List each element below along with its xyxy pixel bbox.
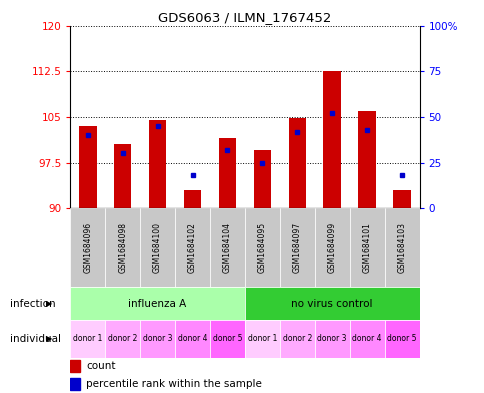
Bar — [70, 378, 80, 390]
Bar — [358, 111, 375, 208]
Bar — [70, 208, 105, 287]
Text: donor 4: donor 4 — [178, 334, 207, 343]
Text: donor 5: donor 5 — [212, 334, 242, 343]
Bar — [149, 120, 166, 208]
Text: ▶: ▶ — [46, 299, 52, 308]
Text: GSM1684098: GSM1684098 — [118, 222, 127, 273]
Text: GSM1684104: GSM1684104 — [223, 222, 231, 273]
Text: donor 1: donor 1 — [73, 334, 102, 343]
Text: GSM1684100: GSM1684100 — [153, 222, 162, 273]
Bar — [384, 320, 419, 358]
Text: donor 2: donor 2 — [108, 334, 137, 343]
Text: GSM1684097: GSM1684097 — [292, 222, 301, 273]
Bar — [279, 208, 314, 287]
Bar — [210, 208, 244, 287]
Bar — [105, 208, 140, 287]
Bar — [70, 360, 80, 373]
Text: percentile rank within the sample: percentile rank within the sample — [86, 379, 261, 389]
Text: donor 3: donor 3 — [143, 334, 172, 343]
Text: GSM1684102: GSM1684102 — [188, 222, 197, 273]
Text: individual: individual — [10, 334, 60, 344]
Title: GDS6063 / ILMN_1767452: GDS6063 / ILMN_1767452 — [158, 11, 331, 24]
Text: GSM1684095: GSM1684095 — [257, 222, 266, 273]
Text: donor 2: donor 2 — [282, 334, 311, 343]
Text: GSM1684103: GSM1684103 — [397, 222, 406, 273]
Bar — [105, 320, 140, 358]
Bar — [175, 208, 210, 287]
Text: no virus control: no virus control — [291, 299, 372, 309]
Text: count: count — [86, 362, 115, 371]
Bar — [114, 144, 131, 208]
Bar — [244, 320, 279, 358]
Bar — [70, 320, 105, 358]
Bar — [323, 71, 340, 208]
Bar — [314, 208, 349, 287]
Bar — [175, 320, 210, 358]
Bar — [218, 138, 236, 208]
Bar — [140, 208, 175, 287]
Bar — [70, 287, 244, 320]
Bar — [349, 208, 384, 287]
Bar — [349, 320, 384, 358]
Bar — [279, 320, 314, 358]
Bar — [244, 287, 419, 320]
Bar — [314, 320, 349, 358]
Text: donor 4: donor 4 — [352, 334, 381, 343]
Bar — [253, 151, 271, 208]
Text: GSM1684101: GSM1684101 — [362, 222, 371, 273]
Bar — [140, 320, 175, 358]
Text: donor 1: donor 1 — [247, 334, 276, 343]
Bar — [288, 118, 305, 208]
Text: donor 5: donor 5 — [387, 334, 416, 343]
Text: influenza A: influenza A — [128, 299, 186, 309]
Bar — [384, 208, 419, 287]
Bar — [244, 208, 279, 287]
Text: infection: infection — [10, 299, 55, 309]
Bar — [210, 320, 244, 358]
Text: donor 3: donor 3 — [317, 334, 346, 343]
Text: GSM1684099: GSM1684099 — [327, 222, 336, 273]
Text: ▶: ▶ — [46, 334, 52, 343]
Bar — [183, 190, 201, 208]
Bar — [79, 126, 96, 208]
Text: GSM1684096: GSM1684096 — [83, 222, 92, 273]
Bar — [393, 190, 410, 208]
